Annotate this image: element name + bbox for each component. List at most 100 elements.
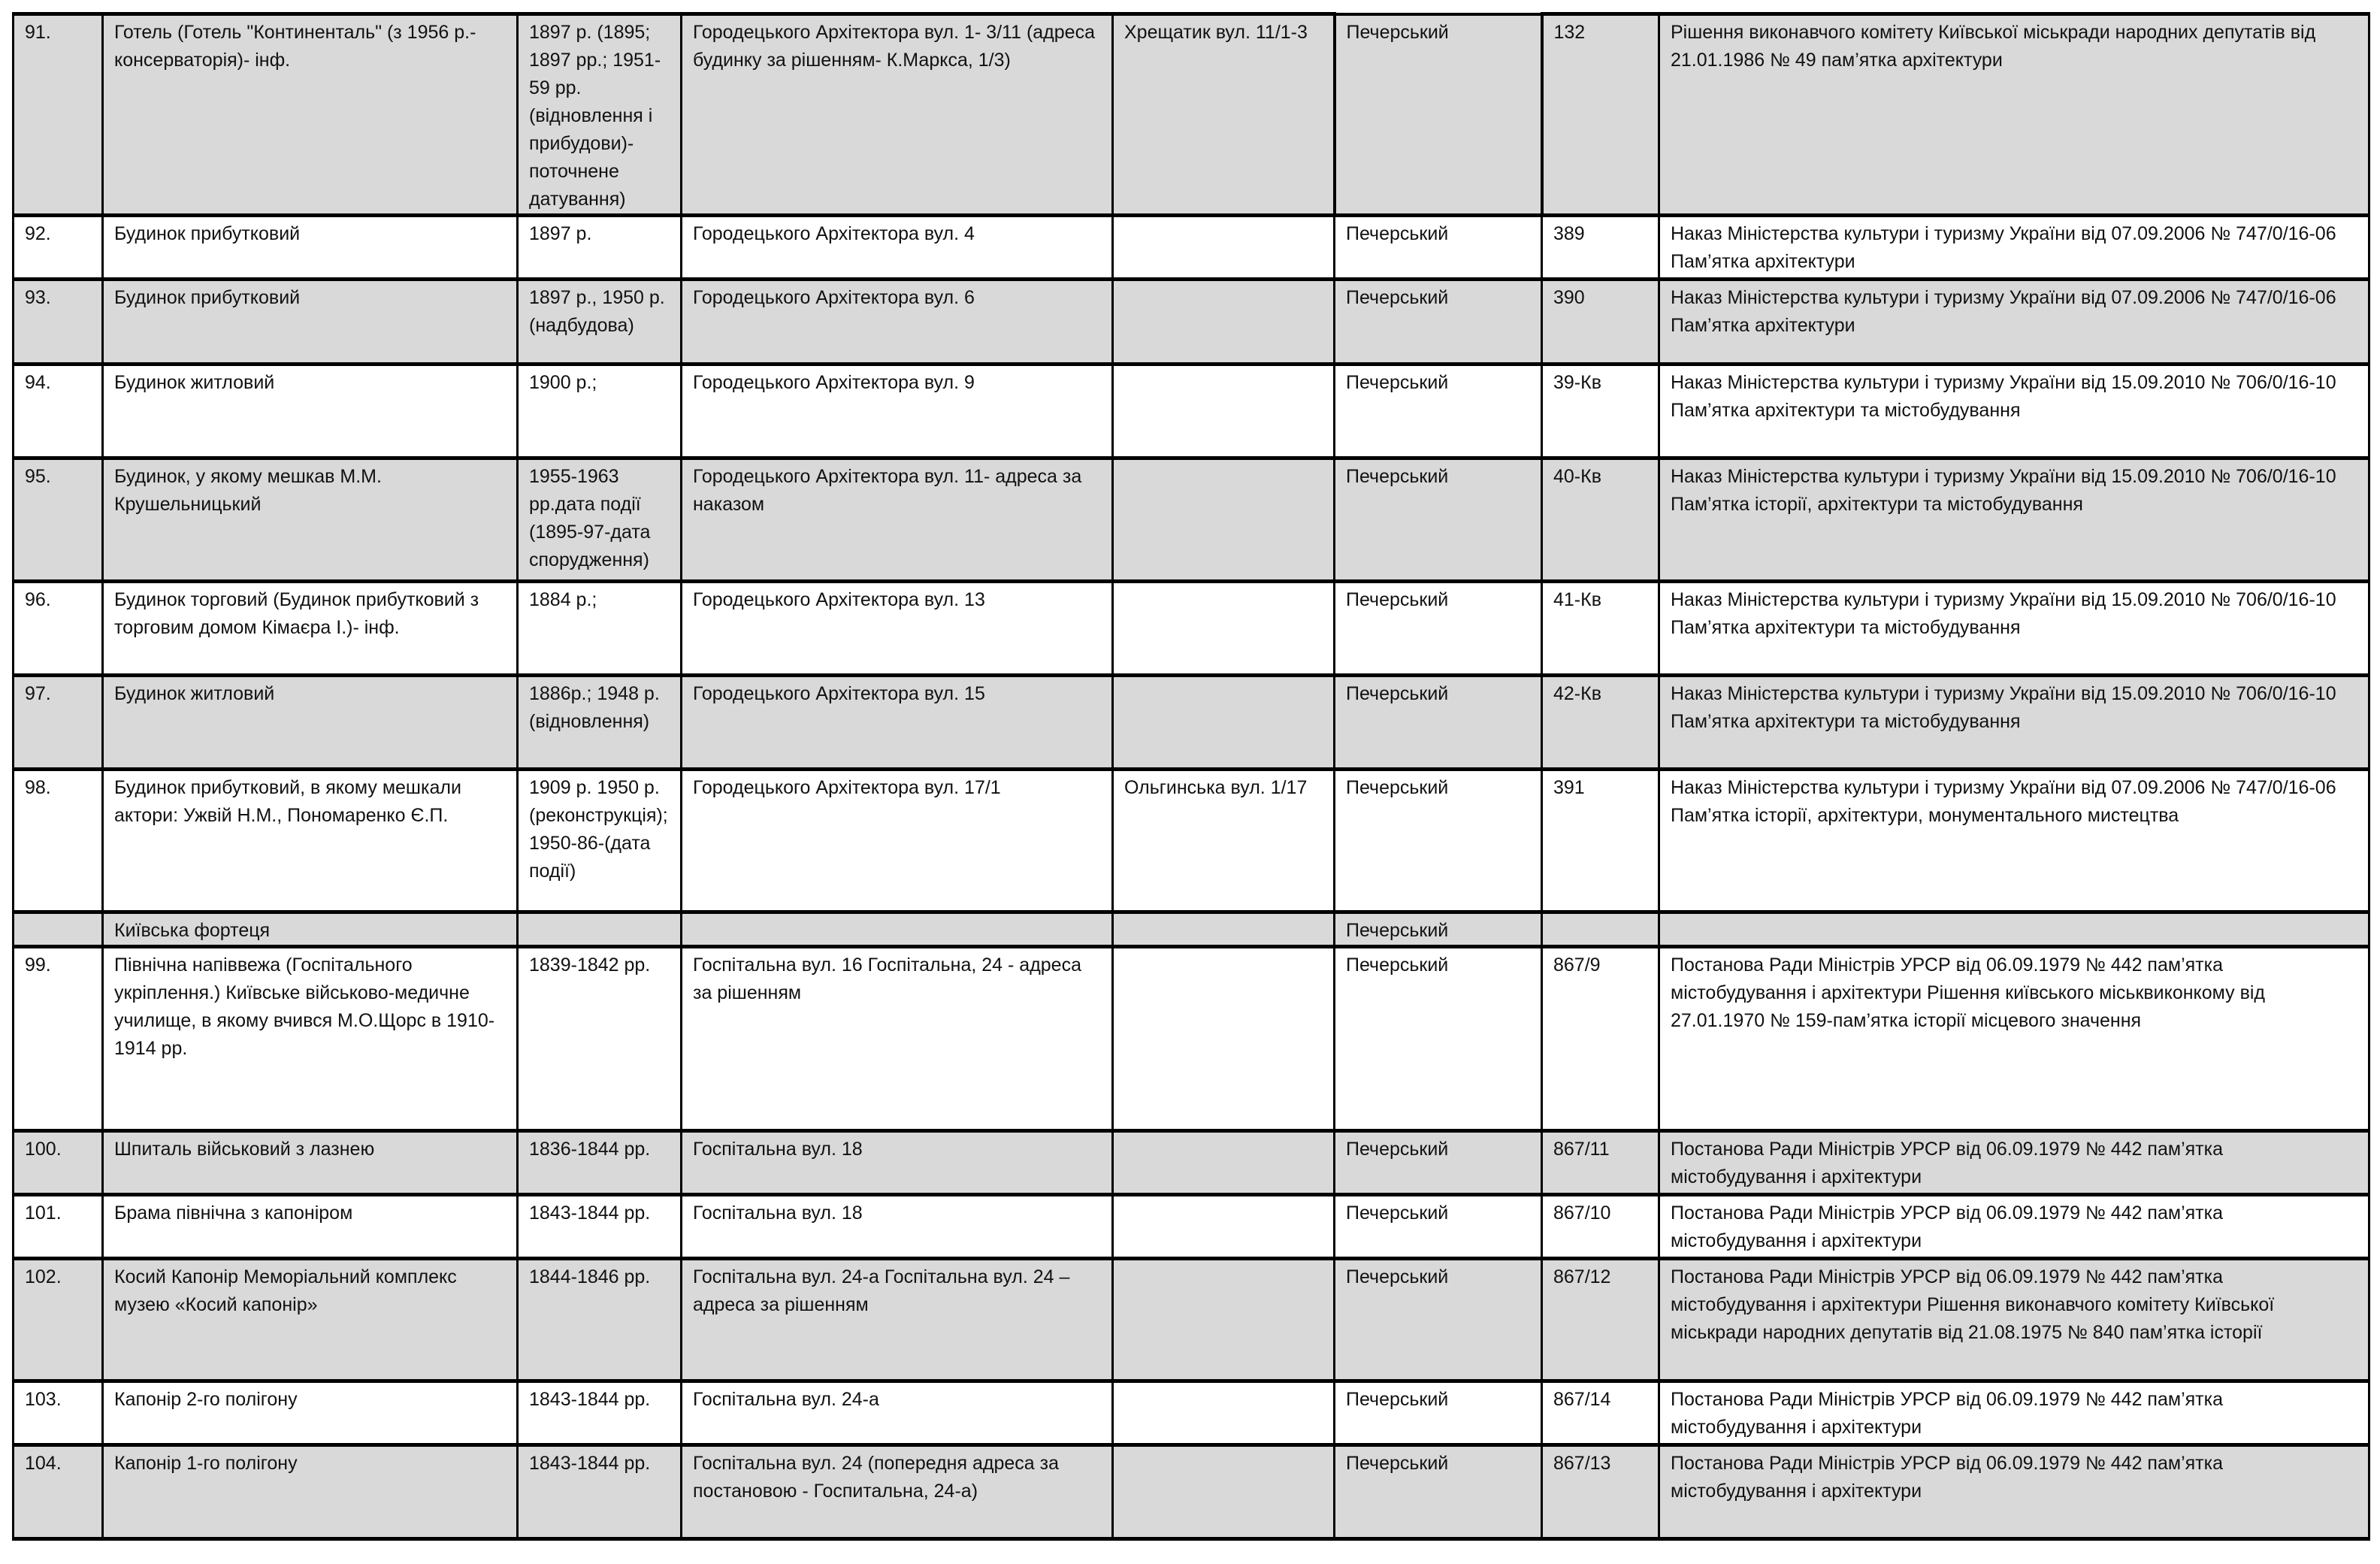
table-row: 92. Будинок прибутковий 1897 р. Городецьког… [12,213,2370,281]
table-row: 96. Будинок торговий (Будинок прибутковий… [12,579,2370,677]
object-name-cell: Будинок прибутковий, в якому мешкали акт… [101,767,519,914]
date-cell: 1843-1844 рр. [516,1443,682,1541]
protection-document-cell: Наказ Міністерства культури і туризму Ук… [1658,673,2370,771]
secondary-address-cell [1111,673,1335,771]
protection-document-cell: Наказ Міністерства культури і туризму Ук… [1658,213,2370,281]
district-cell: Печерський [1333,945,1543,1133]
object-name-cell: Шпиталь військовий з лазнею [101,1129,519,1196]
district-cell: Печерський [1332,12,1544,217]
secondary-address-cell [1111,1193,1335,1260]
date-cell: 1900 р.; [516,362,682,460]
secondary-address-cell: Хрещатик вул. 11/1-3 [1111,12,1335,217]
registry-number-cell: 41-Кв [1541,579,1660,677]
secondary-address-cell [1111,277,1335,366]
registry-number-cell: 391 [1541,767,1660,914]
protection-document-cell: Наказ Міністерства культури і туризму Ук… [1658,362,2370,460]
object-name-cell: Будинок житловий [101,362,519,460]
row-number-cell [12,910,104,948]
row-number-cell: 102. [12,1257,104,1383]
district-cell: Печерський [1333,362,1543,460]
registry-number-cell: 867/12 [1541,1257,1660,1383]
object-name-cell: Готель (Готель "Континенталь" (з 1956 р.… [101,12,519,217]
date-cell: 1897 р. (1895; 1897 рр.; 1951-59 рр. (ві… [516,12,682,217]
registry-number-cell: 132 [1541,12,1660,217]
date-cell: 1844-1846 рр. [516,1257,682,1383]
row-number-cell: 101. [12,1193,104,1260]
address-cell: Городецького Архітектора вул. 17/1 [680,767,1114,914]
protection-document-cell: Постанова Ради Міністрів УРСР від 06.09.… [1658,1379,2370,1447]
registry-number-cell: 390 [1541,277,1660,366]
protection-document-cell: Постанова Ради Міністрів УРСР від 06.09.… [1658,1257,2370,1383]
object-name-cell: Київська фортеця [101,910,519,948]
district-cell: Печерський [1333,910,1543,948]
registry-number-cell [1541,910,1660,948]
date-cell: 1897 р. [516,213,682,281]
secondary-address-cell [1111,579,1335,677]
table-row: 99. Північна напіввежа (Госпітального укр… [12,945,2370,1133]
address-cell: Госпітальна вул. 24 (попередня адреса за… [680,1443,1114,1541]
row-number-cell: 100. [12,1129,104,1196]
object-name-cell: Капонір 1-го полігону [101,1443,519,1541]
registry-number-cell: 40-Кв [1541,456,1660,583]
registry-number-cell: 867/13 [1541,1443,1660,1541]
district-cell: Печерський [1333,456,1543,583]
secondary-address-cell [1111,945,1335,1133]
district-cell: Печерський [1333,277,1543,366]
address-cell: Городецького Архітектора вул. 13 [680,579,1114,677]
section-header-row: Київська фортеця Печерський [12,910,2370,948]
registry-number-cell: 389 [1541,213,1660,281]
address-cell: Госпітальна вул. 18 [680,1129,1114,1196]
address-cell: Госпітальна вул. 18 [680,1193,1114,1260]
row-number-cell: 98. [12,767,104,914]
address-cell [680,910,1114,948]
object-name-cell: Будинок житловий [101,673,519,771]
address-cell: Городецького Архітектора вул. 1- 3/11 (а… [680,12,1114,217]
date-cell: 1897 р., 1950 р. (надбудова) [516,277,682,366]
row-number-cell: 96. [12,579,104,677]
secondary-address-cell [1111,362,1335,460]
table-row: 102. Косий Капонір Меморіальний комплекс … [12,1257,2370,1383]
object-name-cell: Капонір 2-го полігону [101,1379,519,1447]
row-number-cell: 95. [12,456,104,583]
row-number-cell: 93. [12,277,104,366]
object-name-cell: Північна напіввежа (Госпітального укріпл… [101,945,519,1133]
date-cell: 1843-1844 рр. [516,1193,682,1260]
district-cell: Печерський [1333,673,1543,771]
protection-document-cell: Наказ Міністерства культури і туризму Ук… [1658,767,2370,914]
row-number-cell: 104. [12,1443,104,1541]
district-cell: Печерський [1333,579,1543,677]
district-cell: Печерський [1333,1257,1543,1383]
protection-document-cell: Постанова Ради Міністрів УРСР від 06.09.… [1658,1443,2370,1541]
protection-document-cell: Наказ Міністерства культури і туризму Ук… [1658,277,2370,366]
district-cell: Печерський [1333,1193,1543,1260]
registry-number-cell: 42-Кв [1541,673,1660,771]
district-cell: Печерський [1333,213,1543,281]
registry-number-cell: 867/10 [1541,1193,1660,1260]
table-row: 95. Будинок, у якому мешкав М.М. Крушельн… [12,456,2370,583]
protection-document-cell: Рішення виконавчого комітету Київської м… [1658,12,2370,217]
object-name-cell: Будинок прибутковий [101,277,519,366]
address-cell: Госпітальна вул. 16 Госпітальна, 24 - ад… [680,945,1114,1133]
date-cell: 1909 р. 1950 р. (реконструкція); 1950-86… [516,767,682,914]
table-row: 94. Будинок житловий 1900 р.; Городецького … [12,362,2370,460]
district-cell: Печерський [1333,1129,1543,1196]
address-cell: Госпітальна вул. 24-а [680,1379,1114,1447]
table-row: 100. Шпиталь військовий з лазнею 1836-1844… [12,1129,2370,1196]
protection-document-cell: Постанова Ради Міністрів УРСР від 06.09.… [1658,1193,2370,1260]
protection-document-cell: Наказ Міністерства культури і туризму Ук… [1658,579,2370,677]
row-number-cell: 92. [12,213,104,281]
date-cell: 1843-1844 рр. [516,1379,682,1447]
date-cell: 1836-1844 рр. [516,1129,682,1196]
address-cell: Городецького Архітектора вул. 15 [680,673,1114,771]
monuments-registry-table: 91. Готель (Готель "Континенталь" (з 1956… [12,12,2370,1541]
secondary-address-cell [1111,910,1335,948]
table-row: 97. Будинок житловий 1886р.; 1948 р. (відн… [12,673,2370,771]
address-cell: Городецького Архітектора вул. 6 [680,277,1114,366]
date-cell [516,910,682,948]
row-number-cell: 97. [12,673,104,771]
registry-number-cell: 39-Кв [1541,362,1660,460]
date-cell: 1839-1842 рр. [516,945,682,1133]
protection-document-cell: Постанова Ради Міністрів УРСР від 06.09.… [1658,945,2370,1133]
district-cell: Печерський [1333,1379,1543,1447]
table-row: 91. Готель (Готель "Континенталь" (з 1956… [12,12,2370,217]
